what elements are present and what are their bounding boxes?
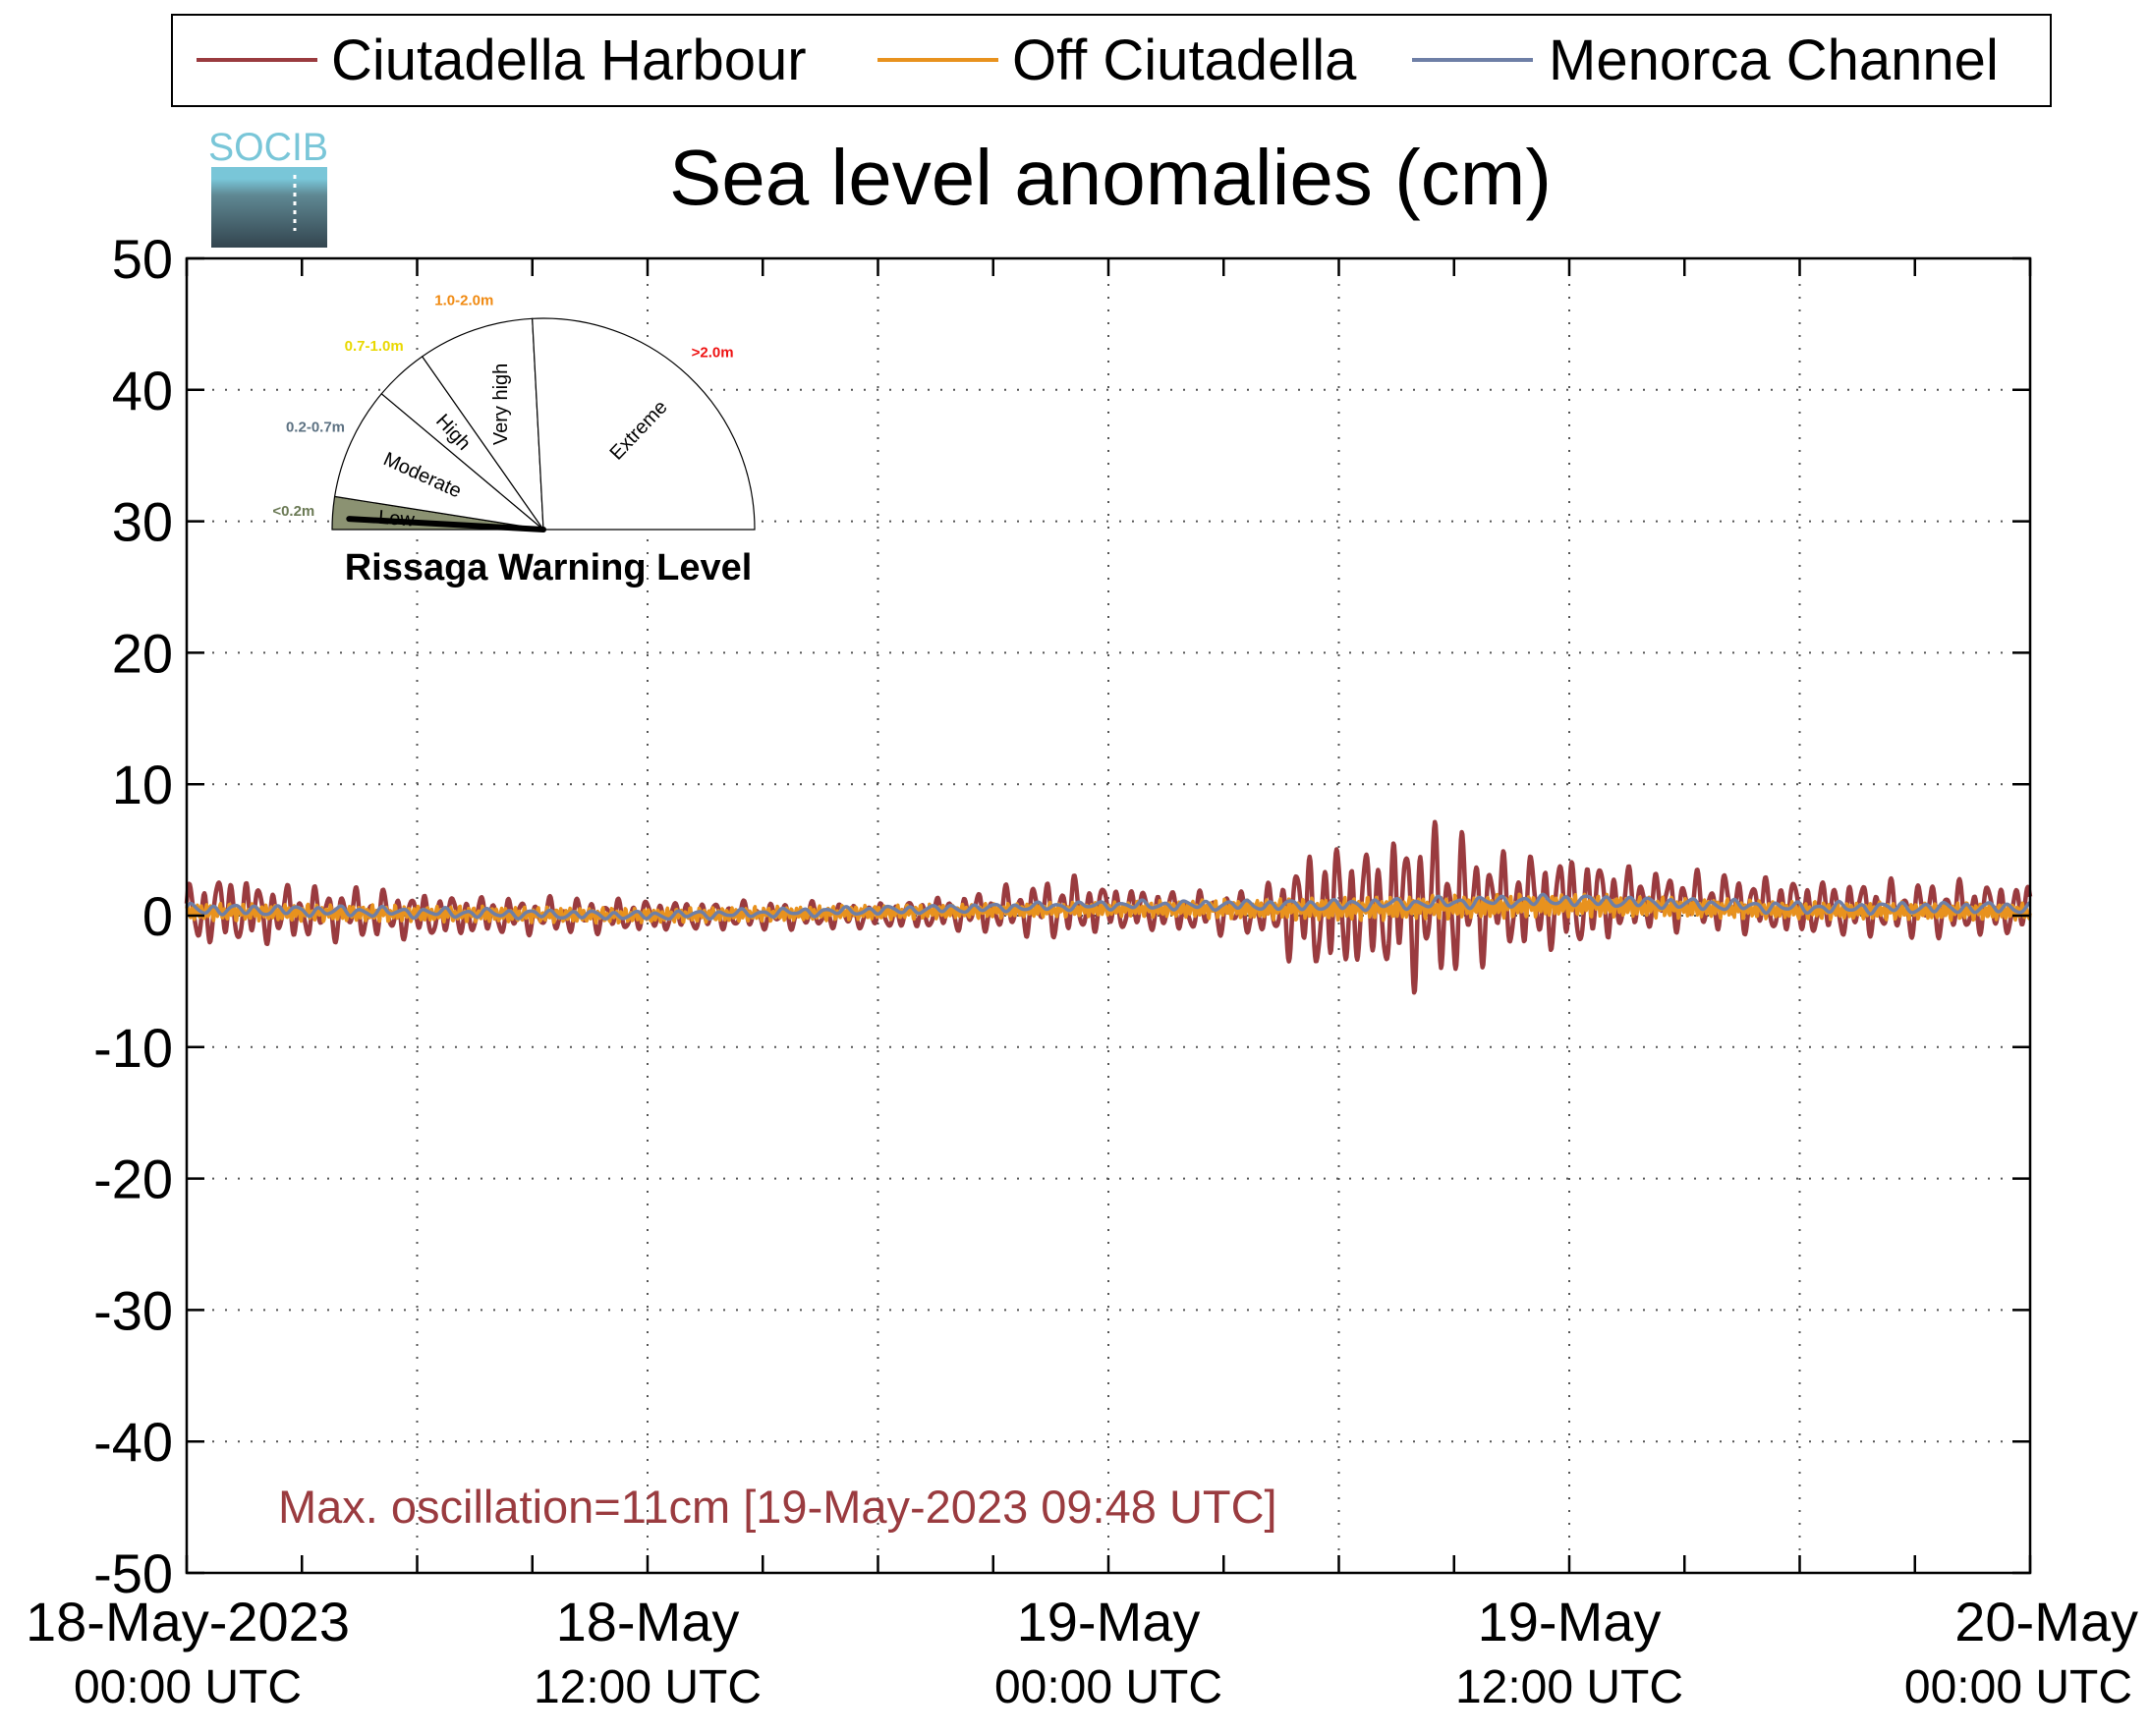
gauge-range-label: <0.2m: [272, 503, 314, 520]
x-tick-time: 12:00 UTC: [534, 1661, 762, 1713]
socib-logo: SOCIB: [208, 126, 328, 248]
gauge-range-label: 1.0-2.0m: [434, 293, 493, 309]
legend-label-menorca-channel: Menorca Channel: [1549, 28, 1999, 92]
y-tick-label: 30: [112, 491, 173, 553]
x-tick-date: 19-May: [1478, 1591, 1662, 1652]
gauge-sector-moderate: [333, 392, 546, 531]
logo-block: [211, 167, 327, 248]
x-tick-date: 19-May: [1017, 1591, 1201, 1652]
x-tick-date: 20-May: [1954, 1591, 2138, 1652]
x-tick-time: 00:00 UTC: [1904, 1661, 2132, 1713]
gauge-needle: [346, 516, 546, 532]
y-tick-label: 50: [112, 228, 173, 290]
chart-title: Sea level anomalies (cm): [669, 134, 1552, 221]
legend: Ciutadella Harbour Off Ciutadella Menorc…: [171, 14, 2052, 107]
gauge-range-label: 0.7-1.0m: [345, 338, 404, 355]
y-tick-label: 20: [112, 622, 173, 684]
y-tick-label: -40: [93, 1411, 173, 1473]
series-layer: [184, 819, 2033, 995]
y-tick-label: -50: [93, 1542, 173, 1604]
y-tick-label: -20: [93, 1148, 173, 1210]
y-tick-label: 10: [112, 754, 173, 815]
max-oscillation-note: Max. oscillation=11cm [19-May-2023 09:48…: [278, 1481, 1277, 1533]
gauge-sector-extreme: [532, 317, 756, 531]
legend-label-off-ciutadella: Off Ciutadella: [1012, 28, 1357, 92]
legend-label-ciutadella-harbour: Ciutadella Harbour: [331, 28, 807, 92]
x-tick-time: 00:00 UTC: [74, 1661, 302, 1713]
gauge-title: Rissaga Warning Level: [345, 547, 753, 588]
y-tick-label: 40: [112, 360, 173, 421]
gauge-range-label: 0.2-0.7m: [286, 419, 345, 435]
y-tick-label: 0: [142, 885, 173, 947]
gauge-sector-very-high: [421, 317, 544, 532]
y-tick-label: -30: [93, 1279, 173, 1341]
x-axis: 18-May-2023 00:00 UTC 18-May 12:00 UTC 19-Ma…: [26, 258, 2138, 1713]
x-tick-time: 00:00 UTC: [994, 1661, 1222, 1713]
logo-text: SOCIB: [208, 126, 328, 169]
x-tick-date: 18-May-2023: [26, 1591, 350, 1652]
rissaga-gauge: Low<0.2mModerate0.2-0.7mHigh0.7-1.0mVery…: [272, 293, 756, 532]
y-tick-label: -10: [93, 1017, 173, 1079]
gauge-sector-label: Very high: [490, 364, 512, 445]
gauge-range-label: >2.0m: [692, 345, 734, 362]
x-tick-time: 12:00 UTC: [1455, 1661, 1683, 1713]
plot-area: 50 40 30 20 10 0 -10 -20 -30 -40 -50 18-May-2023 00…: [26, 228, 2138, 1713]
series-line-menorca-channel: [185, 892, 2031, 922]
y-axis: 50 40 30 20 10 0 -10 -20 -30 -40 -50: [93, 228, 2030, 1604]
x-tick-date: 18-May: [556, 1591, 740, 1652]
legend-box: [171, 14, 2052, 107]
